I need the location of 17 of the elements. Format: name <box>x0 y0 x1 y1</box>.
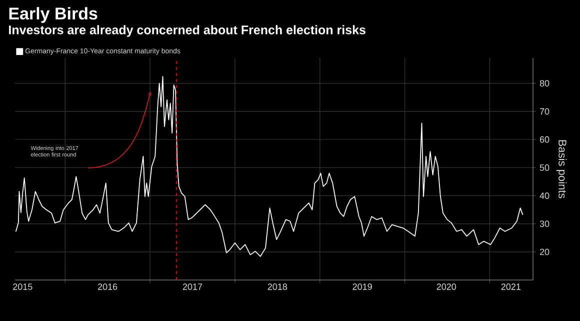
y-tick-label: 20 <box>540 248 550 256</box>
y-tick-label: 30 <box>540 220 550 227</box>
x-tick-label: 2017 <box>182 284 202 290</box>
x-tick-label: 2016 <box>98 284 118 290</box>
x-tick-label: 2018 <box>268 284 288 290</box>
x-tick-label: 2020 <box>436 284 456 290</box>
y-axis-title: Basis points <box>556 140 567 198</box>
x-tick-label: 2021 <box>501 284 520 290</box>
x-tick-label: 2019 <box>352 284 372 290</box>
y-tick-label: 50 <box>540 164 550 171</box>
chart-title: Early Birds <box>9 7 98 23</box>
x-tick-label: 2015 <box>13 284 32 290</box>
y-tick-label: 40 <box>540 192 550 199</box>
chart-subtitle: Investors are already concerned about French election risks <box>9 25 366 37</box>
y-tick-label: 60 <box>540 136 550 143</box>
y-tick-label: 70 <box>540 108 550 115</box>
y-tick-label: 80 <box>540 80 550 86</box>
